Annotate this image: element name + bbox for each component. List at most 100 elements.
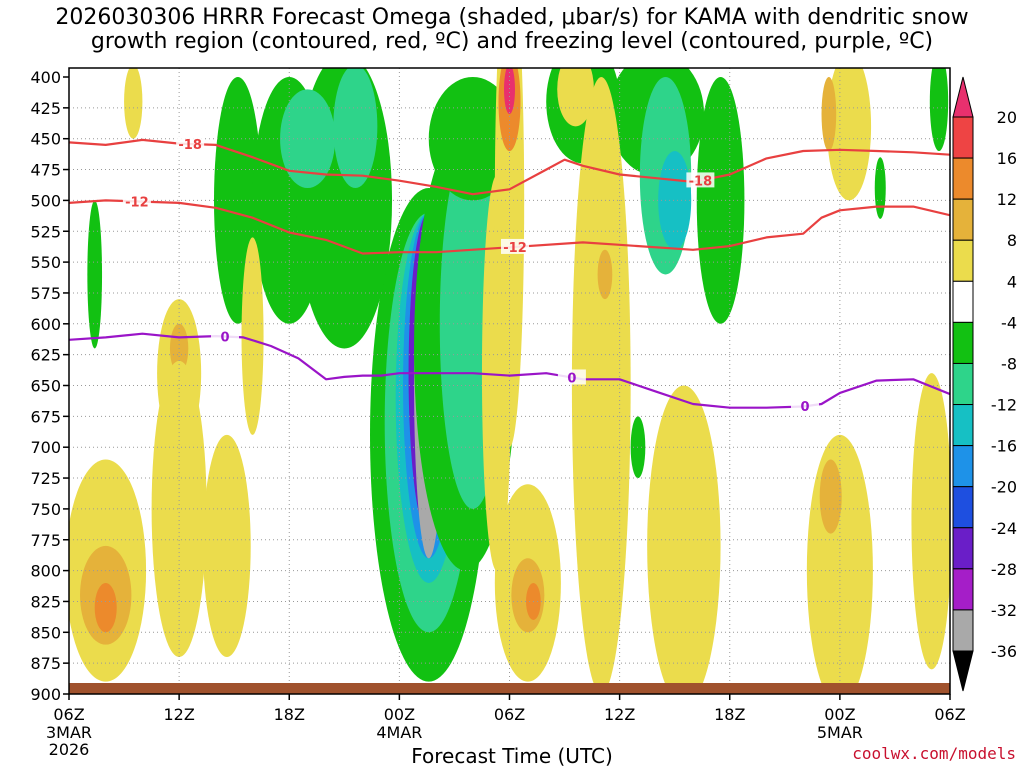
omega-region-20 [929,68,949,152]
contour-minus18-label-1: -18 [689,174,713,189]
colorbar-swatch-1 [952,157,974,200]
omega-region-27 [503,68,516,115]
colorbar-label-10: -24 [991,519,1017,538]
colorbar-label-9: -20 [991,478,1017,497]
x-tick-label-1: 12Z [163,705,194,724]
colorbar-label-13: -36 [991,642,1017,661]
contour-labels: -18 -18 -12 -12 0 0 0 [122,136,820,415]
omega-region-46 [202,434,251,657]
x-tick-label-6: 18Z [714,705,745,724]
colorbar-swatch-3 [952,239,974,282]
colorbar-bottom-arrow [952,650,974,692]
x-year-label-0: 2026 [49,740,90,759]
contour-freezing-level-label-1: 0 [567,371,576,386]
site-credit: coolwx.com/models [852,744,1016,763]
contour-minus12-label-1: -12 [503,241,527,256]
y-tick-label-18: 850 [30,623,61,642]
chart-title-line-2: growth region (contoured, red, ºC) and f… [90,29,934,54]
omega-region-43 [827,68,872,201]
omega-region-38 [597,249,613,300]
contour-minus18-label-0: -18 [178,138,202,153]
colorbar-swatch-7 [952,404,974,447]
colorbar-label-1: 16 [997,149,1017,168]
y-tick-label-5: 525 [30,222,61,241]
contour-freezing-level-label-0: 0 [220,331,229,346]
omega-region-21 [87,200,103,349]
x-tick-label-5: 12Z [604,705,635,724]
colorbar-swatch-9 [952,486,974,529]
colorbar-label-7: -12 [991,396,1017,415]
x-tick-label-4: 06Z [494,705,525,724]
colorbar-swatch-0 [952,116,974,159]
y-tick-label-4: 500 [30,191,61,210]
colorbar-swatch-8 [952,445,974,488]
omega-region-19 [696,76,745,324]
y-tick-label-14: 750 [30,500,61,519]
colorbar-label-5: -4 [1001,313,1017,332]
omega-region-47 [124,68,143,139]
x-tick-label-0: 06Z [53,705,84,724]
contour-minus12-label-bg-0 [122,193,151,209]
y-tick-label-2: 450 [30,130,61,149]
colorbar-swatch-12 [952,609,974,652]
omega-shading [69,68,950,694]
colorbar-label-6: -8 [1001,354,1017,373]
y-tick-label-11: 675 [30,407,61,426]
colorbar-label-11: -28 [991,560,1017,579]
contour-freezing-level-label-bg-1 [557,369,586,385]
y-tick-label-10: 650 [30,377,61,396]
omega-region-10 [280,89,336,189]
y-tick-label-7: 575 [30,284,61,303]
x-date-label-3: 4MAR [376,723,422,742]
omega-region-18 [658,151,692,250]
y-tick-label-20: 900 [30,685,61,704]
chart-title-line-1: 2026030306 HRRR Forecast Omega (shaded, … [55,5,969,30]
x-tick-label-3: 00Z [384,705,415,724]
contour-minus18-label-bg-1 [686,172,715,188]
colorbar-label-12: -32 [991,601,1017,620]
colorbar-swatch-2 [952,198,974,241]
omega-region-42 [911,373,950,670]
colorbar-top-arrow [952,76,974,118]
y-tick-label-0: 400 [30,68,61,87]
colorbar-label-0: 20 [997,108,1017,127]
contour-freezing-level-label-bg-0 [211,328,240,344]
omega-region-25 [494,68,525,448]
x-axis-label: Forecast Time (UTC) [411,744,613,768]
x-date-label-7: 5MAR [817,723,863,742]
colorbar-swatch-5 [952,321,974,364]
x-tick-label-7: 00Z [824,705,855,724]
omega-region-44 [821,77,837,152]
x-tick-label-2: 18Z [274,705,305,724]
contour-minus12-label-0: -12 [125,195,149,210]
contour-freezing-level-label-2: 0 [800,400,809,415]
omega-region-45 [557,68,594,127]
colorbar-label-2: 12 [997,190,1017,209]
y-tick-label-8: 600 [30,315,61,334]
colorbar-label-4: 4 [1007,272,1017,291]
omega-region-41 [819,459,842,534]
omega-region-11 [333,68,378,189]
surface-terrain-band [69,683,950,694]
colorbar: 20 16 12 8 4 -4 -8 -12 -16 -20 -24 -28 -32 -36 [952,76,1017,692]
y-tick-label-16: 800 [30,562,61,581]
colorbar-label-3: 8 [1007,231,1017,250]
x-tick-label-8: 06Z [934,705,965,724]
y-tick-label-6: 550 [30,253,61,272]
omega-region-39 [647,385,721,694]
y-tick-label-13: 725 [30,469,61,488]
omega-region-48 [241,237,264,435]
y-tick-label-15: 775 [30,531,61,550]
colorbar-swatch-6 [952,362,974,406]
contour-freezing-level-label-bg-2 [791,398,820,414]
colorbar-swatch-4 [952,280,974,323]
contour-minus18-line [69,138,950,196]
omega-region-14 [428,77,517,201]
y-tick-label-19: 875 [30,654,61,673]
grid-lines [69,68,950,694]
y-tick-label-12: 700 [30,438,61,457]
colorbar-label-8: -16 [991,437,1017,456]
y-tick-label-3: 475 [30,161,61,180]
